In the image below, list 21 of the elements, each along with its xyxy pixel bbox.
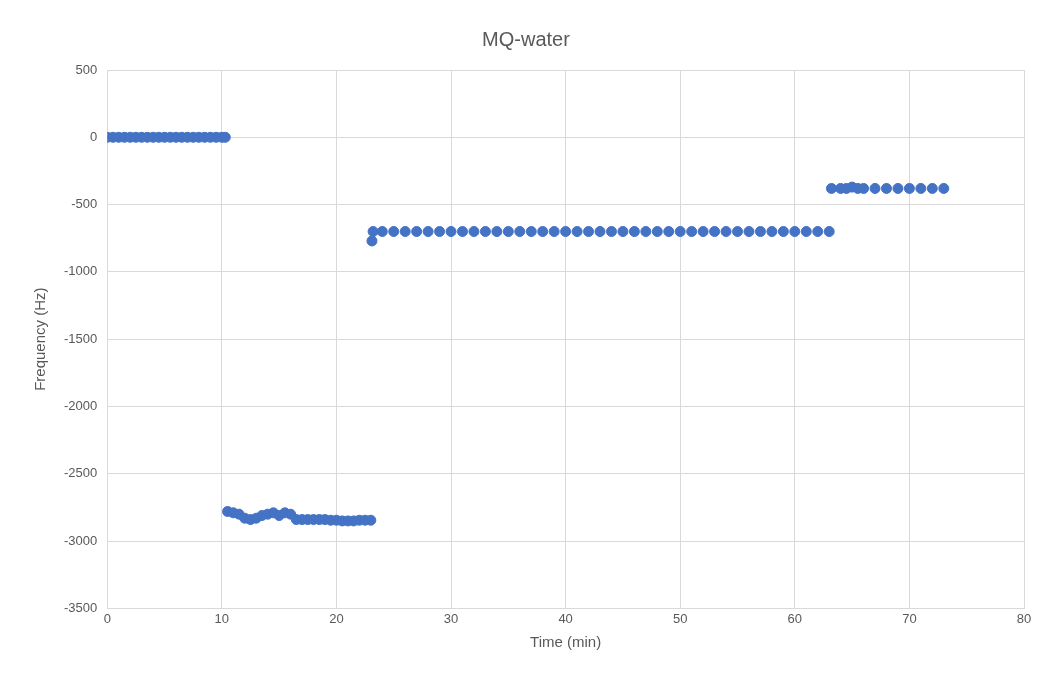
y-tick-label: 500 (75, 61, 98, 77)
x-tick-label: 10 (214, 610, 230, 626)
x-tick-label: 40 (558, 610, 573, 626)
y-tick-label: -1000 (64, 263, 98, 279)
y-tick-label: -2500 (64, 465, 98, 481)
x-axis-title: Time (min) (530, 633, 602, 651)
x-tick-label: 60 (787, 610, 803, 626)
y-tick-label: 0 (90, 128, 98, 144)
x-tick-label: 30 (443, 610, 459, 626)
x-tick-label: 20 (329, 610, 344, 626)
chart-title: MQ-water (482, 27, 571, 50)
y-tick-label: -1500 (64, 330, 98, 346)
x-tick-label: 0 (103, 610, 111, 626)
y-tick-label: -3500 (64, 599, 98, 615)
x-tick-label: 80 (1016, 610, 1032, 626)
y-tick-label: -2000 (64, 398, 98, 414)
x-tick-label: 50 (672, 610, 688, 626)
y-tick-label: -500 (71, 196, 98, 212)
y-tick-label: -3000 (64, 532, 98, 548)
x-tick-label: 70 (902, 610, 917, 626)
y-axis-title: Frequency (Hz) (31, 287, 49, 391)
